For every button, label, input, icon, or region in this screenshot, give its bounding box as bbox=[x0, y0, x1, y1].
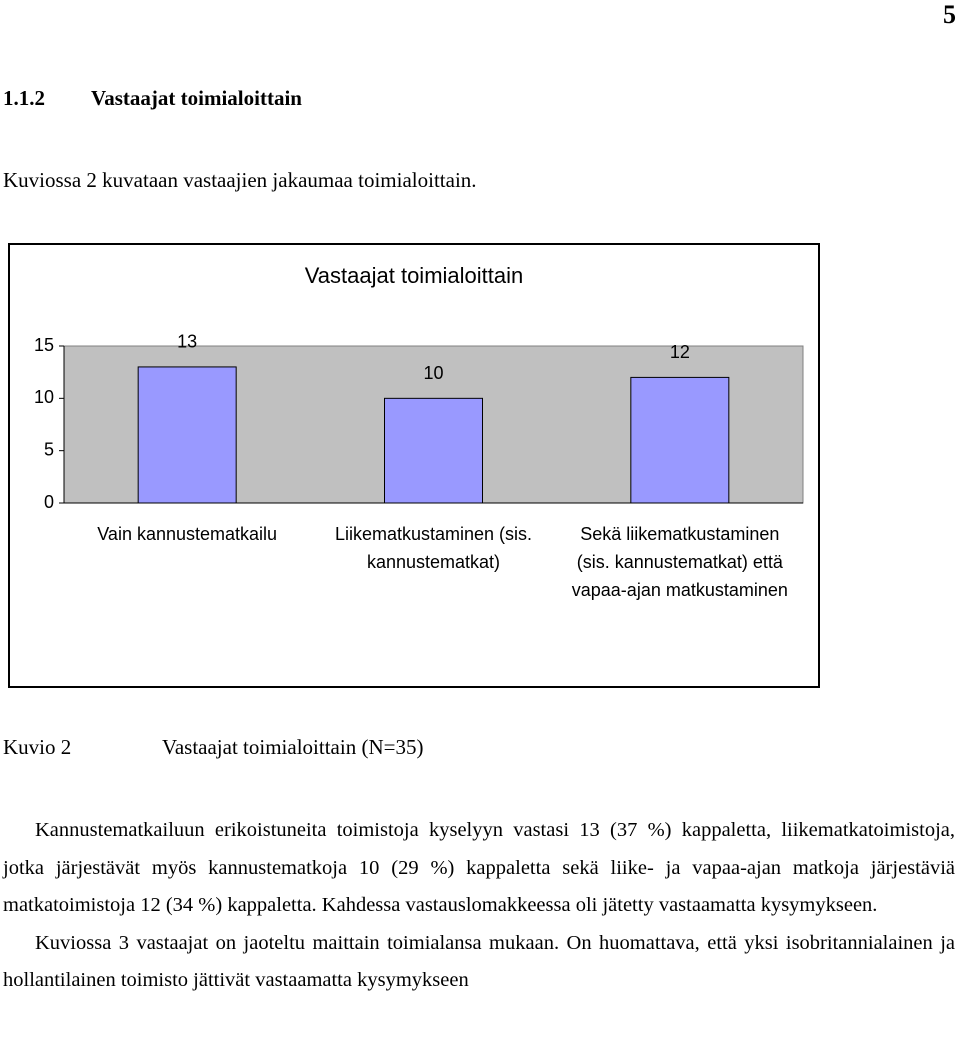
page-number: 5 bbox=[943, 0, 956, 29]
y-tick-label: 5 bbox=[44, 439, 54, 459]
data-label: 13 bbox=[177, 332, 197, 352]
x-tick-label: Sekä liikematkustaminen (sis. kannustema… bbox=[571, 524, 788, 600]
intro: Kuviossa 2 kuvataan vastaajien jakaumaa … bbox=[3, 168, 477, 192]
data-label: 10 bbox=[423, 363, 443, 383]
y-tick-label: 0 bbox=[44, 492, 54, 512]
heading-title: Vastaajat toimialoittain bbox=[91, 86, 302, 110]
y-tick-label: 10 bbox=[34, 387, 54, 407]
paragraph: Kuviossa 3 vastaajat on jaoteltu maittai… bbox=[3, 931, 955, 992]
bar bbox=[384, 397, 483, 504]
y-tick-label: 15 bbox=[34, 335, 54, 355]
caption: Kuvio 2 Vastaajat toimialoittain (N=35) bbox=[3, 735, 423, 760]
caption-label: Kuvio 2 bbox=[3, 735, 72, 759]
x-tick-label: Vain kannustematkailu bbox=[97, 524, 278, 544]
paragraph: Kannustematkailuun erikoistuneita toimis… bbox=[3, 819, 955, 916]
caption-text: Vastaajat toimialoittain (N=35) bbox=[162, 735, 424, 759]
bar bbox=[630, 376, 730, 504]
data-label: 12 bbox=[670, 342, 690, 362]
chart-frame bbox=[8, 243, 820, 688]
x-tick-label: Liikematkustaminen (sis. kannustematkat) bbox=[334, 524, 533, 572]
chart: Vastaajat toimialoittain 0 5 10 15 13 10 12 bbox=[34, 263, 804, 512]
heading-number: 1.1.2 bbox=[3, 86, 45, 110]
heading: 1.1.2 Vastaajat toimialoittain bbox=[3, 86, 302, 111]
chart-title: Vastaajat toimialoittain bbox=[305, 263, 524, 288]
body-text: Kannustematkailuun erikoistuneita toimis… bbox=[3, 812, 955, 1000]
bar bbox=[137, 366, 237, 504]
